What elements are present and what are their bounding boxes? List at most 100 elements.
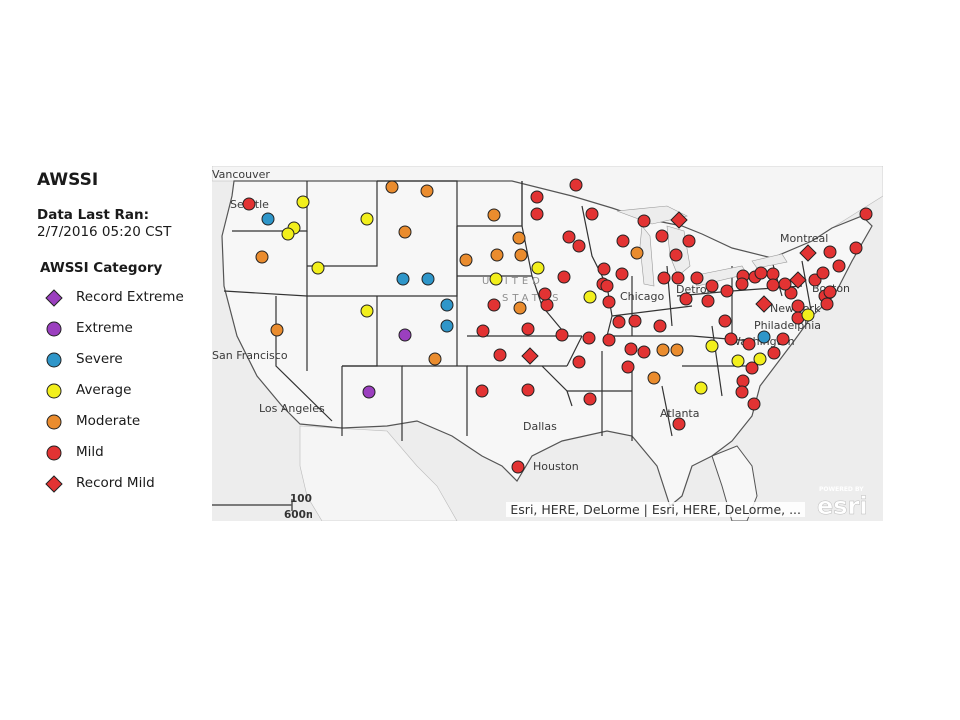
- station-marker[interactable]: [776, 332, 790, 346]
- station-marker[interactable]: [281, 227, 295, 241]
- station-marker[interactable]: [602, 295, 616, 309]
- station-marker[interactable]: [569, 178, 583, 192]
- station-marker[interactable]: [669, 248, 683, 262]
- station-marker[interactable]: [647, 371, 661, 385]
- station-marker[interactable]: [513, 301, 527, 315]
- station-marker[interactable]: [670, 343, 684, 357]
- station-marker[interactable]: [572, 355, 586, 369]
- station-marker[interactable]: [362, 385, 376, 399]
- station-marker[interactable]: [718, 314, 732, 328]
- station-marker[interactable]: [530, 190, 544, 204]
- station-marker[interactable]: [791, 299, 805, 313]
- station-marker[interactable]: [778, 277, 792, 291]
- station-marker[interactable]: [493, 348, 507, 362]
- station-marker[interactable]: [724, 332, 738, 346]
- station-marker[interactable]: [720, 284, 734, 298]
- station-marker[interactable]: [621, 360, 635, 374]
- station-marker[interactable]: [656, 343, 670, 357]
- station-marker[interactable]: [311, 261, 325, 275]
- station-marker[interactable]: [755, 295, 773, 313]
- map-view[interactable]: UNITED STATES Vancouver Seattle San Fran…: [212, 166, 883, 521]
- station-marker[interactable]: [657, 271, 671, 285]
- map-canvas[interactable]: UNITED STATES Vancouver Seattle San Fran…: [212, 166, 883, 521]
- station-marker[interactable]: [705, 339, 719, 353]
- station-marker[interactable]: [653, 319, 667, 333]
- station-marker[interactable]: [296, 195, 310, 209]
- station-marker[interactable]: [690, 271, 704, 285]
- station-marker[interactable]: [705, 279, 719, 293]
- station-marker[interactable]: [475, 384, 489, 398]
- station-marker[interactable]: [521, 347, 539, 365]
- station-marker[interactable]: [735, 277, 749, 291]
- map-attribution[interactable]: Esri, HERE, DeLorme | Esri, HERE, DeLorm…: [506, 502, 805, 517]
- station-marker[interactable]: [398, 225, 412, 239]
- station-marker[interactable]: [583, 290, 597, 304]
- station-marker[interactable]: [849, 241, 863, 255]
- station-marker[interactable]: [602, 333, 616, 347]
- station-marker[interactable]: [832, 259, 846, 273]
- station-marker[interactable]: [799, 244, 817, 262]
- station-marker[interactable]: [735, 385, 749, 399]
- station-marker[interactable]: [360, 304, 374, 318]
- station-marker[interactable]: [489, 272, 503, 286]
- station-marker[interactable]: [540, 298, 554, 312]
- station-marker[interactable]: [255, 250, 269, 264]
- station-marker[interactable]: [530, 207, 544, 221]
- station-marker[interactable]: [655, 229, 669, 243]
- station-marker[interactable]: [736, 374, 750, 388]
- station-marker[interactable]: [360, 212, 374, 226]
- station-marker[interactable]: [615, 267, 629, 281]
- station-marker[interactable]: [823, 245, 837, 259]
- station-marker[interactable]: [557, 270, 571, 284]
- station-marker[interactable]: [511, 460, 525, 474]
- station-marker[interactable]: [766, 278, 780, 292]
- station-marker[interactable]: [582, 331, 596, 345]
- station-marker[interactable]: [742, 337, 756, 351]
- station-marker[interactable]: [757, 330, 771, 344]
- station-marker[interactable]: [624, 342, 638, 356]
- station-marker[interactable]: [679, 292, 693, 306]
- station-marker[interactable]: [487, 298, 501, 312]
- station-marker[interactable]: [242, 197, 256, 211]
- station-marker[interactable]: [628, 314, 642, 328]
- station-marker[interactable]: [538, 287, 552, 301]
- station-marker[interactable]: [671, 271, 685, 285]
- station-marker[interactable]: [531, 261, 545, 275]
- station-marker[interactable]: [521, 322, 535, 336]
- station-marker[interactable]: [637, 345, 651, 359]
- station-marker[interactable]: [745, 361, 759, 375]
- station-marker[interactable]: [476, 324, 490, 338]
- station-marker[interactable]: [555, 328, 569, 342]
- station-marker[interactable]: [270, 323, 284, 337]
- station-marker[interactable]: [490, 248, 504, 262]
- station-marker[interactable]: [440, 319, 454, 333]
- station-marker[interactable]: [859, 207, 873, 221]
- station-marker[interactable]: [385, 180, 399, 194]
- station-marker[interactable]: [753, 352, 767, 366]
- station-marker[interactable]: [420, 184, 434, 198]
- station-marker[interactable]: [428, 352, 442, 366]
- station-marker[interactable]: [820, 297, 834, 311]
- station-marker[interactable]: [562, 230, 576, 244]
- station-marker[interactable]: [801, 308, 815, 322]
- station-marker[interactable]: [459, 253, 473, 267]
- station-marker[interactable]: [754, 266, 768, 280]
- station-marker[interactable]: [630, 246, 644, 260]
- station-marker[interactable]: [487, 208, 501, 222]
- station-marker[interactable]: [766, 267, 780, 281]
- esri-logo[interactable]: POWERED BY esri: [815, 482, 877, 518]
- station-marker[interactable]: [396, 272, 410, 286]
- station-marker[interactable]: [789, 271, 807, 289]
- station-marker[interactable]: [585, 207, 599, 221]
- station-marker[interactable]: [747, 397, 761, 411]
- station-marker[interactable]: [670, 211, 688, 229]
- station-marker[interactable]: [694, 381, 708, 395]
- station-marker[interactable]: [261, 212, 275, 226]
- station-marker[interactable]: [597, 262, 611, 276]
- station-marker[interactable]: [784, 286, 798, 300]
- station-marker[interactable]: [421, 272, 435, 286]
- station-marker[interactable]: [521, 383, 535, 397]
- station-marker[interactable]: [612, 315, 626, 329]
- station-marker[interactable]: [440, 298, 454, 312]
- station-marker[interactable]: [600, 279, 614, 293]
